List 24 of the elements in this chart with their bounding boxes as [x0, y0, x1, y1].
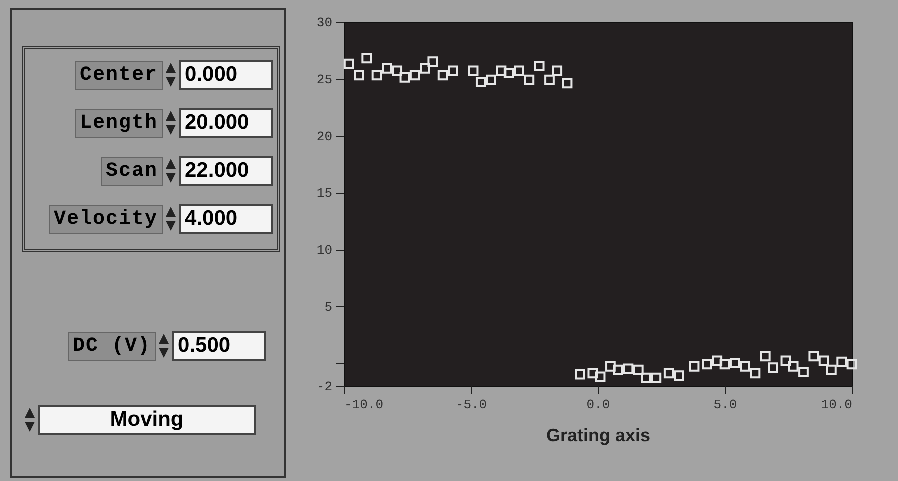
- text: Scan: [100, 156, 163, 186]
- text: 4.000: [179, 204, 273, 234]
- text: 22.000: [179, 156, 273, 186]
- x-axis-title: Grating axis: [546, 426, 651, 446]
- text: Moving: [38, 405, 256, 435]
- y-tick-label: 15: [316, 186, 332, 202]
- text: 20.000: [179, 108, 273, 138]
- y-tick-label: 20: [316, 129, 332, 144]
- x-tick-label: 5.0: [714, 398, 738, 412]
- x-tick-label: 0.0: [586, 398, 610, 412]
- text: Velocity: [48, 204, 163, 234]
- text: Center: [74, 60, 163, 90]
- text: 0.000: [179, 60, 273, 90]
- y-tick-label: 5: [324, 300, 332, 315]
- y-tick-label: -2: [316, 380, 332, 394]
- text: DC (V): [68, 332, 156, 360]
- x-tick-label: -5.0: [456, 398, 488, 412]
- text: Length: [74, 108, 163, 138]
- x-tick-label: 10.0: [821, 398, 852, 412]
- y-tick-label: 25: [316, 72, 332, 88]
- text: 0.500: [172, 331, 266, 361]
- y-tick-label: 30: [316, 16, 332, 30]
- y-tick-label: 10: [316, 243, 332, 258]
- x-tick-label: -10.0: [344, 398, 384, 412]
